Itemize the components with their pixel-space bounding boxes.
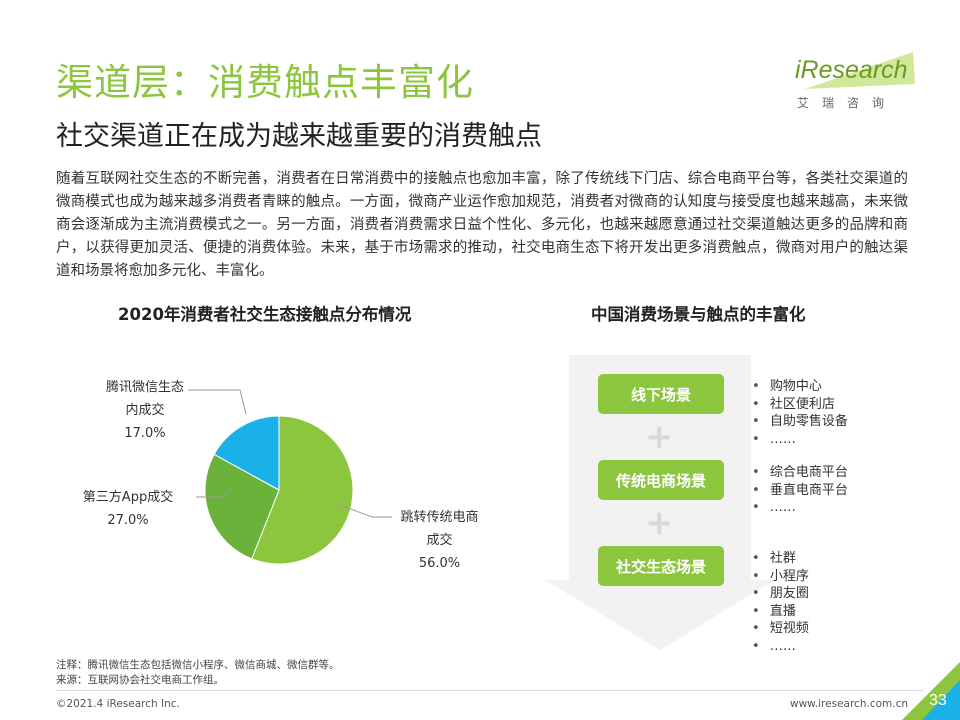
ecommerce-items: 综合电商平台 垂直电商平台 …… <box>752 464 848 517</box>
social-items: 社群 小程序 朋友圈 直播 短视频 …… <box>752 550 809 655</box>
page-title: 渠道层：消费触点丰富化 <box>56 61 474 104</box>
slice-label-thirdapp-line1: 第三方App成交 <box>82 490 174 505</box>
slice-value-traditional: 56.0% <box>418 556 461 571</box>
list-item: …… <box>752 431 848 449</box>
slice-label-wechat-line2: 内成交 <box>125 403 165 418</box>
list-item: 小程序 <box>752 568 809 586</box>
intro-paragraph: 随着互联网社交生态的不断完善，消费者在日常消费中的接触点也愈加丰富，除了传统线下… <box>56 171 908 279</box>
slice-label-traditional: 跳转传统电商 成交 56.0% <box>392 506 487 575</box>
scene-social: 社交生态场景 <box>598 546 724 586</box>
offline-items: 购物中心 社区便利店 自助零售设备 …… <box>752 378 848 448</box>
list-item: …… <box>752 499 848 517</box>
list-item: 社群 <box>752 550 809 568</box>
page-number: 33 <box>929 692 947 709</box>
page-subtitle: 社交渠道正在成为越来越重要的消费触点 <box>56 121 542 152</box>
website: www.iresearch.com.cn <box>790 698 909 710</box>
slice-label-thirdapp: 第三方App成交 27.0% <box>58 486 198 532</box>
iresearch-logo: iResearch 艾瑞咨询 <box>795 44 925 114</box>
scene-offline: 线下场景 <box>598 374 724 414</box>
plus-icon: + <box>645 503 674 543</box>
pie-slice-wechat <box>213 415 280 491</box>
list-item: 自助零售设备 <box>752 413 848 431</box>
list-item: 朋友圈 <box>752 585 809 603</box>
pie-chart <box>188 389 392 565</box>
list-item: 购物中心 <box>752 378 848 396</box>
slice-label-wechat: 腾讯微信生态 内成交 17.0% <box>100 376 190 445</box>
plus-icon: + <box>645 417 674 457</box>
scenes-title: 中国消费场景与触点的丰富化 <box>591 305 806 324</box>
logo-cn: 艾瑞咨询 <box>797 96 898 110</box>
corner-decoration <box>902 662 960 720</box>
slice-value-thirdapp: 27.0% <box>107 513 149 528</box>
note-text: 注释：腾讯微信生态包括微信小程序、微信商城、微信群等。 <box>56 659 340 671</box>
copyright: ©2021.4 iResearch Inc. <box>56 698 180 710</box>
list-item: …… <box>752 638 809 656</box>
logo-leaf-icon <box>805 52 915 89</box>
leader-line-wechat <box>188 389 247 415</box>
pie-slice-thirdapp <box>204 453 280 560</box>
list-item: 短视频 <box>752 620 809 638</box>
list-item: 垂直电商平台 <box>752 482 848 500</box>
slice-value-wechat: 17.0% <box>124 426 166 441</box>
list-item: 直播 <box>752 603 809 621</box>
pie-slice-traditional <box>251 415 354 565</box>
logo-brand: iResearch <box>795 56 908 84</box>
chart-title: 2020年消费者社交生态接触点分布情况 <box>118 305 412 324</box>
slice-label-traditional-line1: 跳转传统电商 <box>400 510 479 525</box>
footer-divider <box>56 690 924 691</box>
list-item: 综合电商平台 <box>752 464 848 482</box>
leader-line-traditional <box>339 504 392 518</box>
list-item: 社区便利店 <box>752 396 848 414</box>
notes: 注释：腾讯微信生态包括微信小程序、微信商城、微信群等。 来源：互联网协会社交电商… <box>56 658 340 688</box>
source-text: 来源：互联网协会社交电商工作组。 <box>56 674 224 686</box>
slice-label-wechat-line1: 腾讯微信生态 <box>105 380 184 395</box>
slice-label-traditional-line2: 成交 <box>426 533 453 548</box>
leader-line-thirdapp <box>196 489 233 498</box>
scene-ecommerce: 传统电商场景 <box>598 460 724 500</box>
